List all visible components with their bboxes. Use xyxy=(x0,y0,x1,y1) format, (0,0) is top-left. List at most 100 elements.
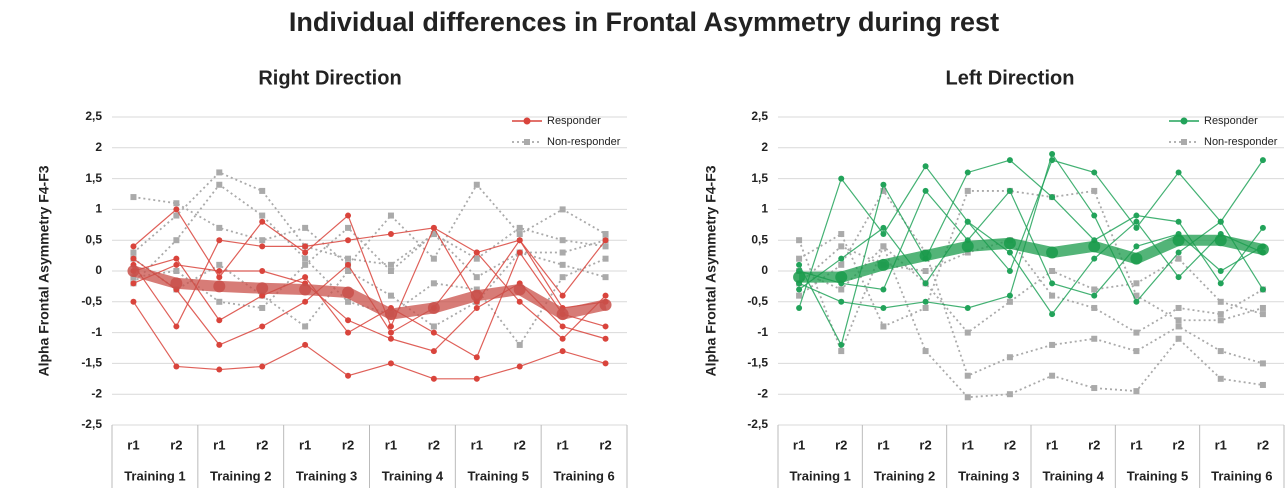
x-tick-label: r2 xyxy=(170,437,182,452)
legend-marker xyxy=(1181,139,1187,145)
x-tick-label: r1 xyxy=(385,437,397,452)
point xyxy=(602,231,609,238)
point xyxy=(1049,341,1056,348)
point xyxy=(387,360,394,367)
point xyxy=(838,175,845,182)
point xyxy=(173,255,180,262)
mean-point xyxy=(556,308,569,321)
mean-point xyxy=(961,240,974,253)
point xyxy=(345,268,352,274)
mean-point xyxy=(1088,240,1101,253)
mean-point xyxy=(1003,237,1016,250)
point xyxy=(880,187,887,194)
responder-line xyxy=(133,251,606,359)
point xyxy=(1133,224,1140,231)
point xyxy=(430,323,437,330)
nonresponder-line xyxy=(798,189,1264,328)
point xyxy=(302,224,309,231)
point xyxy=(259,268,266,274)
y-tick-label: 0,5 xyxy=(751,232,768,246)
point xyxy=(838,261,845,268)
point xyxy=(1091,304,1098,311)
point xyxy=(559,292,566,299)
point xyxy=(1217,311,1224,318)
point xyxy=(922,187,929,194)
y-tick-label: 0,5 xyxy=(85,232,102,246)
point xyxy=(1217,375,1224,382)
responder-line xyxy=(798,152,1264,309)
mean-point xyxy=(342,286,355,299)
x-tick-label: r2 xyxy=(835,437,847,452)
x-tick-label: r1 xyxy=(962,437,974,452)
responder-line xyxy=(132,227,606,328)
point xyxy=(173,268,180,274)
point xyxy=(302,243,309,250)
point xyxy=(516,298,523,305)
mean-point xyxy=(513,283,526,296)
point xyxy=(430,348,437,355)
point xyxy=(1259,304,1266,311)
point xyxy=(1259,224,1266,231)
point xyxy=(173,200,180,207)
y-tick-label: 2 xyxy=(761,140,768,154)
point xyxy=(1091,385,1098,392)
point xyxy=(216,317,223,324)
point xyxy=(345,298,352,305)
x-tick-label: r2 xyxy=(1088,437,1100,452)
point xyxy=(880,304,887,311)
responder-line xyxy=(132,301,606,380)
x-tick-label: r2 xyxy=(919,437,931,452)
point xyxy=(1175,255,1182,262)
point xyxy=(1175,218,1182,225)
point xyxy=(130,255,137,262)
point xyxy=(345,237,352,244)
point xyxy=(964,394,971,401)
x-tick-label: r2 xyxy=(514,437,526,452)
point xyxy=(1133,243,1140,250)
point xyxy=(473,354,480,361)
point xyxy=(1006,298,1013,305)
point xyxy=(1133,348,1140,355)
nonresponder-line xyxy=(798,189,1264,377)
point xyxy=(130,249,137,256)
chart: Right Direction Alpha Frontal Asymmetry F… xyxy=(36,67,628,488)
figure-title: Individual differences in Frontal Asymme… xyxy=(289,7,999,37)
mean-point xyxy=(256,282,269,295)
y-tick-label: 1,5 xyxy=(85,171,102,185)
point xyxy=(259,218,266,225)
point xyxy=(602,360,609,367)
nonresponder-line xyxy=(132,171,606,266)
point xyxy=(602,292,609,299)
point xyxy=(838,243,845,250)
point xyxy=(345,317,352,324)
chart-title: Left Direction xyxy=(946,67,1075,89)
point xyxy=(302,298,309,305)
point xyxy=(1217,268,1224,274)
y-tick-label: 2,5 xyxy=(85,109,102,123)
y-tick-label: 2,5 xyxy=(751,109,768,123)
mean-point xyxy=(1046,246,1059,259)
mean-point xyxy=(170,277,183,290)
mean-point xyxy=(1172,234,1185,247)
point xyxy=(516,237,523,244)
point xyxy=(259,243,266,250)
mean-point xyxy=(427,301,440,314)
y-tick-label: -2 xyxy=(757,386,768,400)
point xyxy=(1049,150,1056,157)
point xyxy=(473,249,480,256)
x-tick-label: r1 xyxy=(213,437,225,452)
point xyxy=(1091,169,1098,176)
point xyxy=(387,323,394,330)
point xyxy=(602,237,609,244)
mean-point xyxy=(1214,234,1227,247)
x-tick-label: r2 xyxy=(1004,437,1016,452)
point xyxy=(173,363,180,370)
point xyxy=(259,292,266,299)
x-tick-label: r1 xyxy=(299,437,311,452)
x-group-label: Training 6 xyxy=(1211,468,1272,483)
mean-point xyxy=(877,258,890,271)
point xyxy=(880,323,887,330)
x-group-label: Training 1 xyxy=(789,468,850,483)
y-tick-label: 0 xyxy=(761,263,768,277)
point xyxy=(430,224,437,231)
